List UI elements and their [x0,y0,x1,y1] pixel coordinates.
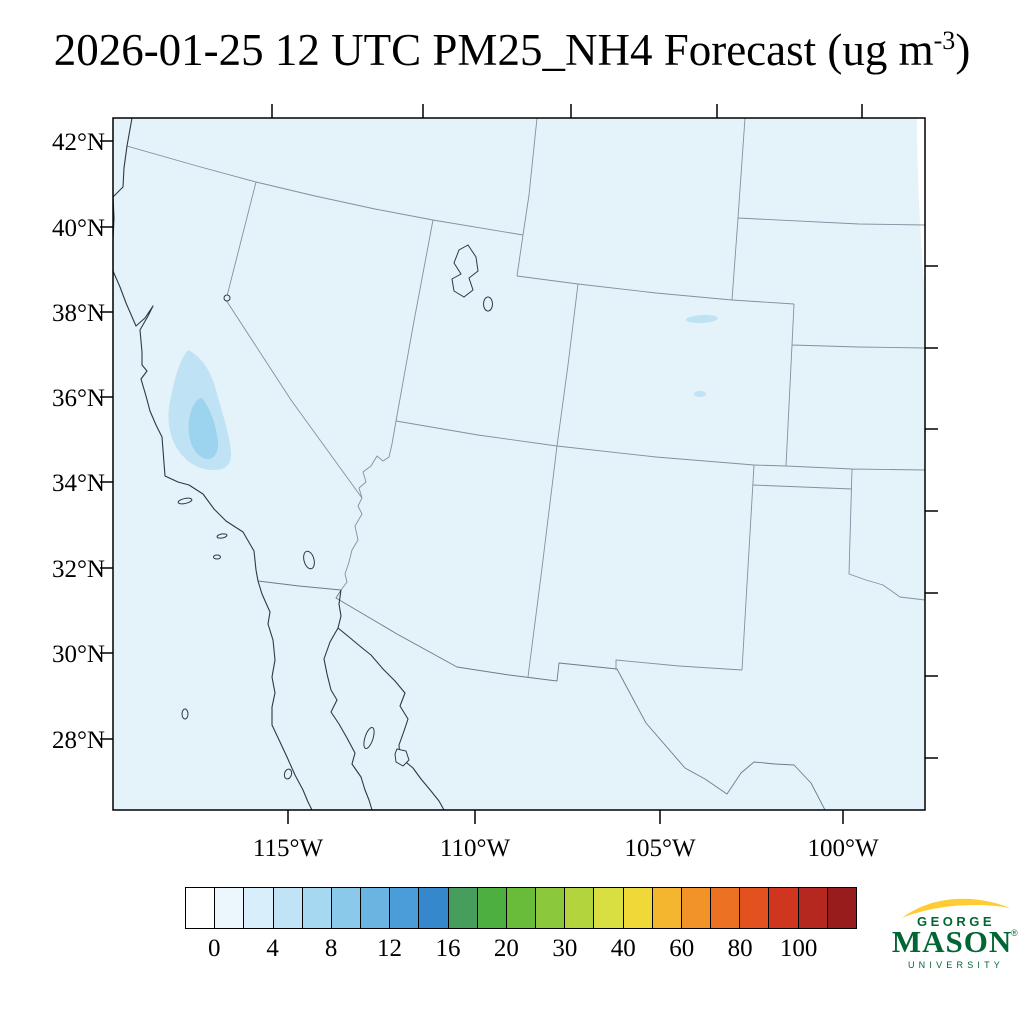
salton-sea [303,550,315,570]
colorbar-cell [594,888,624,928]
gmu-swoosh-icon [902,898,1010,918]
colorbar-cell [331,888,362,928]
axis-ticks [100,104,938,824]
lat-label: 42°N [52,129,105,156]
title-exponent: -3 [933,26,956,55]
colorbar-tick-label: 80 [727,935,753,962]
latitude-axis: 42°N 40°N 38°N 36°N 34°N 32°N 30°N 28°N [52,129,105,754]
pm-patch-colorado [686,314,718,397]
coastline [112,117,445,811]
lakes [223,244,493,570]
colorbar-cell [390,888,420,928]
title-text: 2026-01-25 12 UTC PM25_NH4 Forecast (ug … [53,25,934,75]
gmu-george-text: GEORGE [917,914,995,929]
lat-label: 40°N [52,215,105,242]
islands [177,497,410,780]
lat-label: 30°N [52,641,105,668]
colorbar-cell [565,888,595,928]
colorbar-cell [652,888,682,928]
colorbar-tick-label: 4 [266,935,279,962]
page-title: 2026-01-25 12 UTC PM25_NH4 Forecast (ug … [0,24,1024,76]
gmu-registered-mark: ® [1011,928,1018,938]
utah-lake [483,296,493,312]
great-salt-lake [451,244,479,298]
colorbar-tick-label: 0 [207,935,221,962]
colorbar-cell [798,888,828,928]
colorbar-cell [244,888,274,928]
colorbar-tick-label: 8 [324,935,338,962]
us-mexico-border [257,580,826,811]
colorbar-tick-label: 100 [779,935,818,962]
colorbar-cell [740,888,770,928]
colorbar-tick-label: 12 [377,935,403,962]
colorbar-cell [827,888,856,928]
colorbar-tick-label: 30 [552,935,578,962]
colorbar: 0 4 8 12 16 20 30 40 60 80 100 [185,887,857,963]
gmu-mason-text: MASON [892,924,1012,959]
lat-label: 34°N [52,470,105,497]
colorbar-cell [419,888,449,928]
colorbar-cell [623,888,653,928]
lake-tahoe [223,294,231,302]
lat-label: 38°N [52,300,105,327]
colorbar-cell [536,888,566,928]
map-frame [112,117,926,811]
lat-label: 28°N [52,727,105,754]
gmu-logo: GEORGE MASON ® UNIVERSITY [892,898,1018,970]
lon-label: 105°W [624,835,695,862]
colorbar-tick-label: 20 [493,935,519,962]
state-borders [126,117,926,678]
lon-label: 110°W [440,835,511,862]
colorbar-cell [477,888,507,928]
lon-label: 100°W [807,835,878,862]
colorbar-cell [681,888,712,928]
colorbar-tick-label: 60 [669,935,695,962]
colorbar-tick-label: 16 [435,935,461,962]
colorbar-cell [186,888,216,928]
forecast-map: 42°N 40°N 38°N 36°N 34°N 32°N 30°N 28°N … [52,104,938,862]
pm-field-background [113,118,925,810]
colorbar-cell [711,888,741,928]
longitude-axis: 115°W 110°W 105°W 100°W [253,835,879,862]
lon-label: 115°W [253,835,324,862]
colorbar-labels: 0 4 8 12 16 20 30 40 60 80 100 [185,929,857,963]
colorbar-cell [215,888,245,928]
pm-zero-sliver [917,118,925,295]
gmu-university-text: UNIVERSITY [908,960,1004,970]
colorbar-cell [361,888,391,928]
colorbar-cell [273,888,303,928]
colorbar-cell [448,888,478,928]
pm-patch-california-central-valley [168,350,232,470]
colorbar-cell [506,888,537,928]
lat-label: 36°N [52,385,105,412]
colorbar-tick-label: 40 [610,935,636,962]
title-close-paren: ) [955,25,971,75]
colorbar-cell [302,888,332,928]
lat-label: 32°N [52,556,105,583]
colorbar-cells [185,887,857,929]
colorbar-cell [769,888,799,928]
